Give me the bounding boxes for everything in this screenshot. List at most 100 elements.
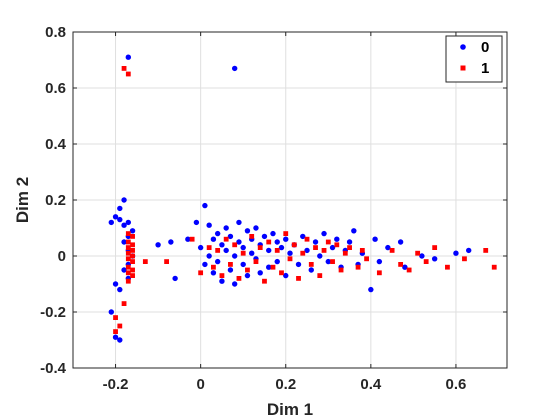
legend-label-series-1: 1 — [481, 60, 489, 77]
data-point-series-0 — [121, 197, 127, 203]
legend-label-series-0: 0 — [481, 39, 489, 56]
data-point-series-1 — [398, 262, 404, 267]
data-point-series-1 — [125, 239, 131, 245]
data-point-series-0 — [193, 219, 200, 226]
data-point-series-0 — [231, 253, 238, 259]
data-point-series-0 — [108, 309, 114, 315]
data-point-series-0 — [231, 65, 238, 72]
data-point-series-1 — [223, 236, 229, 242]
data-point-series-0 — [121, 222, 127, 228]
data-point-series-1 — [359, 248, 365, 253]
data-point-series-0 — [266, 247, 272, 254]
data-point-series-1 — [325, 239, 331, 245]
data-point-series-0 — [453, 250, 459, 256]
data-point-series-1 — [321, 248, 327, 253]
data-point-series-0 — [300, 233, 306, 240]
data-point-series-0 — [223, 247, 229, 254]
data-point-series-1 — [232, 242, 238, 248]
data-point-series-1 — [113, 315, 118, 320]
data-point-series-0 — [121, 239, 127, 245]
data-point-series-0 — [257, 270, 263, 276]
data-point-series-1 — [113, 329, 118, 334]
x-tick-label: 0.4 — [360, 376, 382, 393]
data-point-series-1 — [121, 66, 127, 71]
data-point-series-0 — [287, 250, 293, 256]
data-point-series-1 — [355, 264, 361, 270]
points-layer — [108, 54, 497, 343]
legend-marker-series-1 — [460, 65, 466, 71]
data-point-series-1 — [304, 236, 310, 242]
data-point-series-0 — [368, 286, 374, 293]
data-point-series-0 — [385, 244, 391, 251]
data-point-series-1 — [415, 250, 421, 256]
data-point-series-0 — [274, 258, 280, 265]
data-point-series-1 — [262, 278, 267, 284]
data-point-series-0 — [419, 253, 425, 259]
data-point-series-0 — [346, 239, 353, 245]
data-point-series-0 — [210, 236, 217, 242]
data-point-series-0 — [244, 272, 251, 279]
data-point-series-0 — [304, 247, 310, 254]
data-point-series-1 — [406, 267, 412, 273]
data-point-series-0 — [278, 244, 285, 251]
data-point-series-1 — [308, 262, 314, 267]
data-point-series-0 — [261, 233, 268, 240]
data-point-series-0 — [168, 239, 174, 245]
data-point-series-0 — [240, 244, 246, 251]
data-point-series-0 — [249, 250, 255, 256]
legend-box — [445, 35, 503, 83]
data-point-series-1 — [445, 264, 450, 270]
data-point-series-1 — [257, 245, 263, 250]
data-point-series-0 — [112, 281, 119, 287]
data-point-series-0 — [283, 272, 289, 279]
data-point-series-0 — [397, 239, 404, 245]
y-tick-label: -0.4 — [40, 360, 67, 377]
data-point-series-0 — [129, 228, 136, 234]
data-point-series-0 — [112, 334, 119, 340]
data-point-series-1 — [253, 259, 259, 264]
data-point-series-1 — [125, 245, 131, 250]
data-point-series-1 — [130, 242, 135, 248]
grid-layer — [73, 31, 507, 369]
data-point-series-1 — [491, 264, 497, 270]
data-point-series-0 — [325, 258, 331, 265]
data-point-series-1 — [164, 259, 170, 264]
data-point-series-1 — [338, 267, 344, 273]
data-point-series-1 — [296, 276, 301, 281]
data-point-series-0 — [125, 219, 132, 226]
data-point-series-1 — [334, 242, 340, 248]
data-point-series-0 — [117, 205, 123, 212]
data-point-series-1 — [125, 264, 131, 270]
data-point-series-0 — [283, 236, 289, 242]
y-tick-label: 0.6 — [45, 80, 66, 97]
data-point-series-1 — [462, 256, 467, 262]
x-tick-label: 0.2 — [275, 376, 296, 393]
data-point-series-0 — [214, 230, 221, 237]
data-point-series-0 — [321, 230, 327, 237]
data-point-series-0 — [117, 286, 123, 293]
data-point-series-1 — [287, 256, 293, 262]
data-point-series-0 — [466, 247, 472, 254]
data-point-series-1 — [342, 250, 348, 256]
y-tick-label: 0 — [58, 248, 66, 265]
data-point-series-1 — [274, 248, 280, 253]
legend: 0 1 — [445, 35, 503, 83]
data-point-series-1 — [483, 248, 489, 253]
data-point-series-1 — [117, 323, 123, 329]
data-point-series-1 — [317, 273, 323, 278]
data-point-series-1 — [125, 256, 131, 262]
data-point-series-1 — [142, 259, 148, 264]
data-point-series-1 — [266, 239, 272, 245]
data-point-series-0 — [351, 228, 357, 234]
data-point-series-0 — [231, 281, 238, 287]
data-point-series-1 — [121, 301, 127, 306]
data-point-series-1 — [125, 250, 131, 256]
data-point-series-0 — [270, 230, 276, 237]
x-tick-label: 0.6 — [446, 376, 467, 393]
data-point-series-0 — [372, 236, 378, 242]
data-point-series-0 — [274, 239, 280, 245]
data-point-series-1 — [228, 262, 233, 267]
data-point-series-1 — [125, 71, 131, 77]
